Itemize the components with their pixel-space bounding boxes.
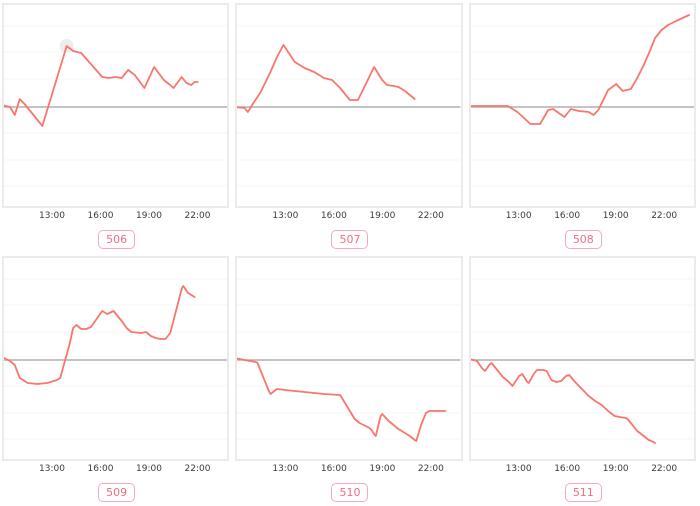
value-line [470, 14, 690, 125]
x-tick-label: 16:00 [87, 211, 114, 221]
x-axis: 13:00 16:00 19:00 22:00 [469, 211, 696, 224]
chart-badge[interactable]: 509 [98, 483, 136, 502]
x-tick-label: 19:00 [136, 211, 162, 221]
chart-tile: 13:00 16:00 19:00 22:00 510 [233, 253, 466, 506]
chart-badge[interactable]: 508 [564, 230, 602, 249]
x-tick-label: 19:00 [602, 211, 629, 221]
x-tick-label: 16:00 [87, 464, 114, 474]
sparkline-chart [470, 278, 694, 444]
chart-tile: 13:00 16:00 19:00 22:00 509 [0, 253, 233, 506]
chart-box [2, 256, 230, 461]
x-tick-label: 22:00 [417, 211, 444, 221]
chart-box [2, 3, 230, 208]
x-tick-label: 19:00 [369, 464, 396, 474]
badge-row: 510 [233, 483, 466, 502]
x-tick-label: 22:00 [651, 464, 678, 474]
x-tick-label: 16:00 [554, 211, 581, 221]
chart-tile: 13:00 16:00 19:00 22:00 506 [0, 0, 233, 253]
x-tick-label: 22:00 [417, 464, 444, 474]
x-axis: 13:00 16:00 19:00 22:00 [2, 211, 229, 224]
chart-badge[interactable]: 506 [98, 230, 136, 249]
x-tick-label: 19:00 [602, 464, 629, 474]
x-tick-label: 13:00 [272, 464, 299, 474]
value-line [237, 44, 416, 113]
badge-row: 507 [233, 230, 466, 249]
x-axis: 13:00 16:00 19:00 22:00 [235, 211, 462, 224]
x-tick-label: 22:00 [651, 211, 678, 221]
sparkline-chart [4, 278, 228, 440]
value-line [4, 285, 196, 385]
x-tick-label: 16:00 [320, 464, 347, 474]
badge-row: 509 [0, 483, 233, 502]
badge-row: 506 [0, 230, 233, 249]
x-axis: 13:00 16:00 19:00 22:00 [469, 464, 696, 477]
x-tick-label: 13:00 [39, 464, 65, 474]
chart-tile: 13:00 16:00 19:00 22:00 508 [467, 0, 700, 253]
x-axis: 13:00 16:00 19:00 22:00 [235, 464, 462, 477]
chart-box [235, 3, 463, 208]
x-tick-label: 13:00 [505, 464, 532, 474]
chart-badge[interactable]: 507 [331, 230, 369, 249]
x-tick-label: 16:00 [554, 464, 581, 474]
x-tick-label: 13:00 [39, 211, 65, 221]
value-line [237, 357, 447, 442]
x-tick-label: 22:00 [184, 464, 211, 474]
chart-box [468, 3, 696, 208]
badge-row: 511 [467, 483, 700, 502]
value-line [470, 358, 656, 444]
badge-row: 508 [467, 230, 700, 249]
chart-tile: 13:00 16:00 19:00 22:00 511 [467, 253, 700, 506]
chart-badge[interactable]: 511 [564, 483, 602, 502]
chart-box [235, 256, 463, 461]
x-tick-label: 13:00 [272, 211, 299, 221]
chart-badge[interactable]: 510 [331, 483, 369, 502]
sparkline-chart [237, 278, 461, 442]
value-line [4, 45, 199, 127]
x-tick-label: 16:00 [320, 211, 347, 221]
sparkline-chart [4, 25, 228, 187]
x-tick-label: 22:00 [184, 211, 211, 221]
x-tick-label: 13:00 [505, 211, 532, 221]
sparkline-chart [237, 25, 461, 187]
x-tick-label: 19:00 [136, 464, 162, 474]
chart-tile: 13:00 16:00 19:00 22:00 507 [233, 0, 466, 253]
sparkline-chart [470, 14, 694, 187]
chart-box [468, 256, 696, 461]
x-tick-label: 19:00 [369, 211, 396, 221]
x-axis: 13:00 16:00 19:00 22:00 [2, 464, 229, 477]
